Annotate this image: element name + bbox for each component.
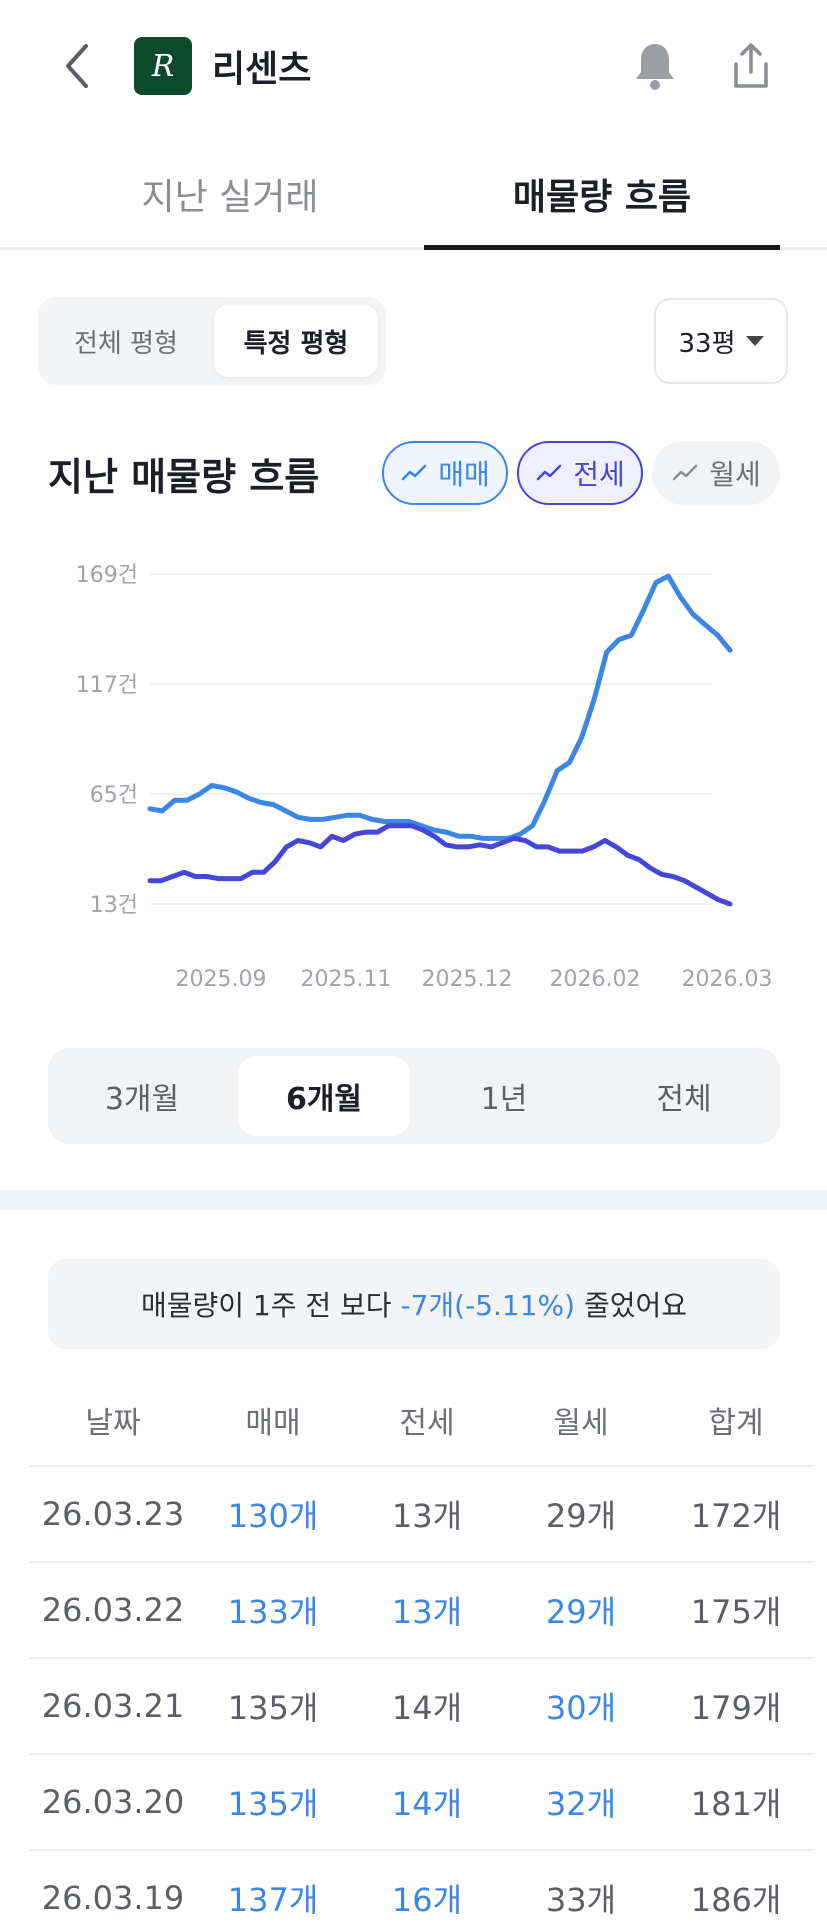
y-tick-label: 13건 [90,893,138,918]
cell-date: 26.03.21 [41,1687,185,1725]
bell-icon[interactable] [632,40,678,92]
x-tick-label: 2026.02 [550,967,641,992]
cell-sale: 130개 [227,1497,319,1535]
cell-monthly: 32개 [545,1785,617,1823]
period-6m[interactable]: 6개월 [238,1056,410,1136]
tab-past-transactions[interactable]: 지난 실거래 [141,177,319,218]
tab-listing-flow[interactable]: 매물량 흐름 [512,177,692,218]
period-3m[interactable]: 3개월 [104,1082,180,1117]
cell-sale: 133개 [227,1593,319,1631]
table-row: 26.03.20 135개 14개 32개 181개 [30,1753,814,1849]
change-notice: 매물량이 1주 전 보다 -7개(-5.11%) 줄었어요 [48,1259,780,1349]
table-row: 26.03.21 135개 14개 30개 179개 [30,1657,814,1753]
chart-title: 지난 매물량 흐름 [48,455,320,499]
cell-monthly: 29개 [545,1497,617,1535]
cell-jeonse: 14개 [391,1785,463,1823]
filter-pill-monthly[interactable]: 월세 [652,441,780,505]
size-dropdown[interactable]: 33평 [654,298,788,384]
tab-active-indicator [424,245,780,250]
back-arrow-icon[interactable] [56,38,100,94]
cell-sale: 137개 [227,1881,319,1919]
section-divider [0,1190,827,1210]
notice-change: -7개(-5.11%) [400,1289,576,1322]
all-sizes-button[interactable]: 전체 평형 [74,328,178,359]
pill-label: 월세 [709,458,761,491]
cell-jeonse: 16개 [391,1881,463,1919]
cell-monthly: 30개 [545,1689,617,1727]
cell-total: 186개 [690,1881,782,1919]
size-dropdown-value: 33평 [678,328,736,359]
filter-pill-jeonse[interactable]: 전세 [517,441,643,505]
filter-pill-sale[interactable]: 매매 [382,441,508,505]
table-row: 26.03.23 130개 13개 29개 172개 [30,1465,814,1561]
cell-date: 26.03.20 [41,1783,185,1821]
period-all[interactable]: 전체 [656,1082,712,1117]
period-selector: 3개월 6개월 1년 전체 [48,1048,780,1144]
header-jeonse: 전세 [399,1406,455,1441]
period-1y[interactable]: 1년 [480,1082,528,1117]
app-header: R 리센츠 [0,0,827,130]
tab-bar: 지난 실거래 매물량 흐름 [0,150,827,250]
cell-jeonse: 14개 [391,1689,463,1727]
header-sale: 매매 [245,1406,301,1441]
cell-total: 181개 [690,1785,782,1823]
listing-line-chart: 169건 117건 65건 13건 2025.09 2025.11 2025.12 2026.… [76,563,773,992]
listing-table: 날짜 매매 전세 월세 합계 26.03.23 130개 13개 29개 172… [30,1375,814,1924]
cell-monthly: 33개 [545,1881,617,1919]
specific-size-button[interactable]: 특정 평형 [214,305,378,377]
series-line-매매 [147,573,733,841]
share-icon[interactable] [728,40,774,92]
trend-icon [401,464,427,481]
pill-label: 매매 [438,458,490,491]
x-tick-label: 2025.12 [422,967,513,992]
chevron-down-icon [745,336,764,346]
cell-jeonse: 13개 [391,1593,463,1631]
table-header: 날짜 매매 전세 월세 합계 [30,1375,814,1465]
cell-sale: 135개 [227,1785,319,1823]
cell-monthly: 29개 [545,1593,617,1631]
series-line-전세 [147,823,733,907]
table-row: 26.03.22 133개 13개 29개 175개 [30,1561,814,1657]
cell-total: 179개 [690,1689,782,1727]
header-total: 합계 [708,1406,764,1441]
y-tick-label: 169건 [76,563,138,588]
cell-sale: 135개 [227,1689,319,1727]
header-date: 날짜 [85,1406,141,1441]
x-tick-label: 2025.09 [176,967,267,992]
y-tick-label: 65건 [90,783,138,808]
app-logo: R [134,37,192,95]
notice-suffix: 줄었어요 [575,1289,688,1322]
notice-prefix: 매물량이 1주 전 보다 [140,1289,401,1322]
pill-label: 전세 [573,458,625,491]
header-monthly: 월세 [553,1406,609,1441]
trend-icon [672,464,698,481]
x-tick-label: 2025.11 [301,967,392,992]
size-type-segment: 전체 평형 특정 평형 [38,297,386,385]
y-tick-label: 117건 [76,673,138,698]
page-title: 리센츠 [212,49,312,90]
trend-icon [536,464,562,481]
cell-date: 26.03.23 [41,1495,185,1533]
cell-date: 26.03.22 [41,1591,185,1629]
cell-date: 26.03.19 [41,1879,185,1917]
table-row: 26.03.19 137개 16개 33개 186개 [30,1849,814,1924]
cell-total: 172개 [690,1497,782,1535]
cell-total: 175개 [690,1593,782,1631]
x-tick-label: 2026.03 [682,967,773,992]
cell-jeonse: 13개 [391,1497,463,1535]
